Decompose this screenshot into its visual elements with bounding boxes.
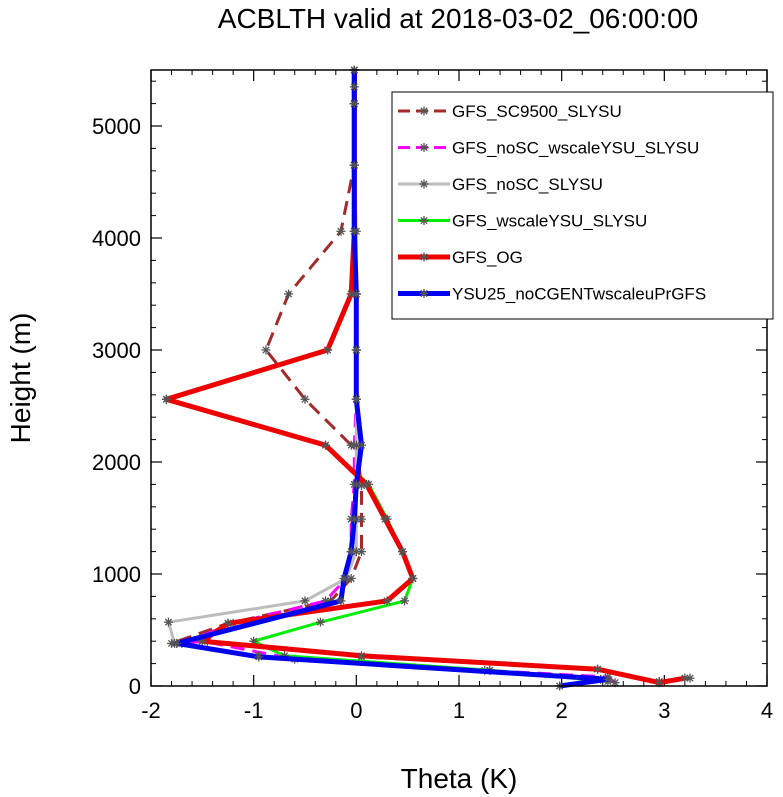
data-point-marker	[351, 345, 361, 355]
data-point-marker	[356, 651, 366, 661]
data-point-marker	[163, 617, 173, 627]
data-point-marker	[261, 345, 271, 355]
legend-box	[391, 91, 774, 320]
data-point-marker	[254, 652, 264, 662]
data-point-marker	[419, 143, 429, 152]
data-point-marker	[593, 664, 603, 674]
legend-entry: GFS_wscaleYSU_SLYSU	[452, 212, 647, 231]
x-tick-label: 2	[556, 698, 568, 723]
data-point-marker	[323, 345, 333, 355]
data-point-marker	[419, 106, 429, 116]
data-point-marker	[351, 289, 361, 299]
data-point-marker	[300, 596, 310, 606]
data-point-marker	[161, 394, 171, 404]
data-point-marker	[356, 547, 366, 557]
legend-entry: GFS_noSC_wscaleYSU_SLYSU	[452, 139, 699, 158]
data-point-marker	[419, 216, 429, 225]
x-tick-label: 0	[350, 698, 362, 723]
y-tick-labels: 0 1000 2000 3000 4000 5000	[92, 114, 141, 699]
data-point-marker	[356, 440, 366, 450]
x-tick-label: 4	[761, 698, 773, 723]
data-point-marker	[339, 573, 349, 583]
data-point-marker	[680, 673, 690, 683]
y-tick-label: 0	[129, 674, 141, 699]
data-point-marker	[603, 674, 613, 684]
y-tick-label: 1000	[92, 562, 141, 587]
data-point-marker	[336, 596, 346, 606]
data-point-marker	[362, 479, 372, 489]
data-point-marker	[336, 226, 346, 236]
data-point-marker	[419, 289, 429, 298]
data-point-marker	[223, 618, 233, 628]
data-point-marker	[382, 596, 392, 606]
data-point-marker	[300, 394, 310, 404]
data-point-marker	[400, 596, 410, 606]
y-tick-label: 5000	[92, 114, 141, 139]
legend-entry: GFS_OG	[452, 248, 523, 267]
data-point-marker	[321, 440, 331, 450]
y-tick-label: 3000	[92, 338, 141, 363]
y-axis-label: Height (m)	[5, 313, 36, 444]
y-tick-label: 2000	[92, 450, 141, 475]
x-tick-label: 1	[453, 698, 465, 723]
y-tick-label: 4000	[92, 226, 141, 251]
data-point-marker	[349, 160, 359, 170]
data-point-marker	[172, 638, 182, 648]
data-point-marker	[398, 547, 408, 557]
data-point-marker	[351, 479, 361, 489]
data-point-marker	[351, 394, 361, 404]
data-point-marker	[380, 514, 390, 524]
data-point-marker	[349, 514, 359, 524]
data-point-marker	[284, 289, 294, 299]
data-point-marker	[349, 82, 359, 92]
data-point-marker	[419, 179, 429, 189]
data-point-marker	[315, 617, 325, 627]
data-point-marker	[419, 252, 429, 262]
plot-frame	[150, 69, 768, 687]
x-tick-label: -1	[244, 698, 264, 723]
data-point-marker	[356, 514, 366, 524]
legend-entry: YSU25_noCGENTwscaleuPrGFS	[452, 285, 706, 304]
legend: GFS_SC9500_SLYSU GFS_noSC_wscaleYSU_SLYSU…	[391, 91, 774, 320]
chart-title: ACBLTH valid at 2018-03-02_06:00:00	[218, 3, 698, 34]
data-point-marker	[346, 547, 356, 557]
legend-entry: GFS_SC9500_SLYSU	[452, 102, 622, 121]
legend-entry: GFS_noSC_SLYSU	[452, 175, 603, 194]
x-tick-label: 3	[658, 698, 670, 723]
data-point-marker	[408, 573, 418, 583]
data-point-marker	[349, 99, 359, 109]
series-line	[174, 70, 611, 689]
x-tick-labels: -2 -1 0 1 2 3 4	[141, 698, 773, 723]
x-axis-label: Theta (K)	[401, 763, 518, 794]
data-point-marker	[349, 226, 359, 236]
x-tick-label: -2	[141, 698, 161, 723]
